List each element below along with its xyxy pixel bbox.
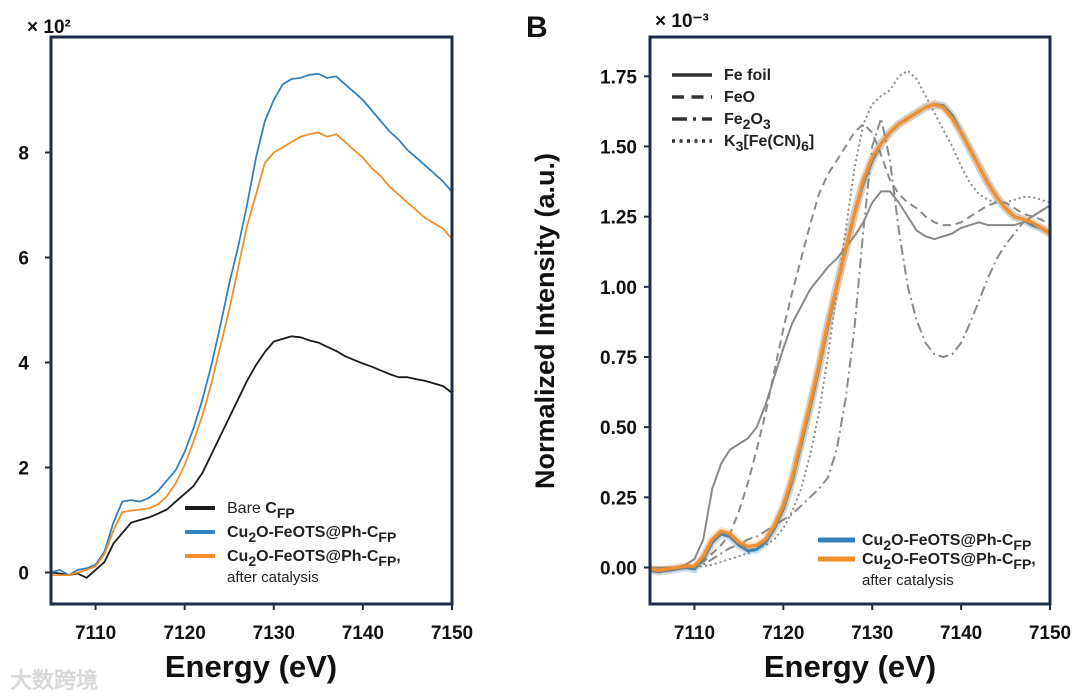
y-tick-label: 0.75 [600,348,637,369]
legend-label-part: Cu [227,548,248,565]
x-tick-label: 7110 [75,623,116,644]
legend-label-part: Cu [862,532,883,549]
legend-label-part: 2 [248,553,256,569]
legend-label-part: Cu [862,551,883,568]
y-tick-label: 4 [18,354,29,375]
legend-label: Cu2O-FeOTS@Ph-CFP, [227,548,401,569]
legend-label-part: O-FeOTS@Ph-C [891,532,1014,549]
legend-label-part: Fe [724,111,743,128]
panel-b-sample-legend: Cu2O-FeOTS@Ph-CFPCu2O-FeOTS@Ph-CFP,after… [818,532,1036,589]
series-line-fe2o3 [650,117,1050,569]
y-tick-label: 0.00 [600,559,637,580]
legend-label-part: 3 [736,138,744,154]
legend-label: Fe foil [724,67,771,84]
legend-label: FeO [724,89,755,106]
legend-label-part: FP [1013,556,1031,572]
legend-label-part: FP [1013,537,1031,553]
plot-frame [49,35,454,606]
y-tick-label: 1.00 [600,278,637,299]
legend-label-part: Fe foil [724,67,771,84]
legend-label-part: 2 [248,529,256,545]
legend-label-part: O-FeOTS@Ph-C [256,524,379,541]
x-tick-label: 7150 [1029,623,1071,644]
legend-label-part: 6 [801,138,809,154]
legend-label: Cu2O-FeOTS@Ph-CFP [227,524,396,545]
legend-label-part: O [750,111,762,128]
panel-b-y-multiplier: × 10⁻³ [655,11,709,32]
y-tick-label: 0.25 [600,488,637,509]
x-tick-label: 7120 [762,623,804,644]
x-tick-label: 7140 [940,623,982,644]
y-tick-label: 0 [18,564,29,585]
series-line-fe-foil [650,190,1050,569]
series-line-cu2o-feots-ph-cfp-after-catalysis [51,131,452,576]
panel-a-x-axis-title: Energy (eV) [165,649,337,684]
legend-label-part: 2 [883,556,891,572]
y-tick-label: 1.25 [600,208,637,229]
x-tick-label: 7140 [342,623,384,644]
y-tick-label: 8 [18,144,29,165]
y-tick-label: 1.50 [600,137,637,158]
y-tick-label: 0.50 [600,418,637,439]
x-tick-label: 7110 [674,623,715,644]
legend-label-part: Cu [227,524,248,541]
legend-label-part: FeO [724,89,755,106]
series-line-bare-cfp [51,335,452,579]
legend-label-part: O-FeOTS@Ph-C [891,551,1014,568]
legend-label-part: ] [809,133,814,150]
y-tick-label: 6 [18,249,29,270]
legend-label-part: K [724,133,736,150]
legend-label-part: FP [378,529,396,545]
legend-label-part: 2 [743,116,751,132]
legend-label-part: C [265,500,277,517]
x-tick-label: 7130 [851,623,893,644]
series-line-cu2o-feots-ph-cfp [51,72,452,576]
legend-label-part: FP [277,505,295,521]
series-line-k3-fe-cn-6- [650,69,1050,569]
x-tick-label: 7150 [431,623,473,644]
plot-frame [648,35,1052,606]
y-tick-label: 1.75 [600,67,637,88]
legend-label: Cu2O-FeOTS@Ph-CFP, [862,551,1036,572]
legend-label-line2: after catalysis [227,569,319,586]
legend-label-part: [Fe(CN) [743,133,801,150]
panel-b-chart: B × 10⁻³ Energy (eV) Normalized Intensit… [526,11,1071,684]
x-tick-label: 7120 [164,623,206,644]
panel-b-y-axis-title: Normalized Intensity (a.u.) [530,153,560,489]
legend-label-part: O-FeOTS@Ph-C [256,548,379,565]
panel-a-chart: × 10² Energy (eV) 7110 7120 7130 7140 7150 0 2… [18,17,473,684]
watermark-logo: 大数跨境 [10,668,98,694]
legend-label-part: 3 [763,116,771,132]
series-line-cu2o-feots-ph-cfp-after-catalysis [650,102,1050,572]
panel-a-legend: Bare CFPCu2O-FeOTS@Ph-CFPCu2O-FeOTS@Ph-C… [185,500,401,586]
legend-label-part: Bare [227,500,265,517]
legend-label-line2: after catalysis [862,572,954,589]
panel-a-y-multiplier: × 10² [27,17,71,38]
legend-label: Bare CFP [227,500,295,521]
legend-label: Cu2O-FeOTS@Ph-CFP [862,532,1031,553]
legend-label-part: 2 [883,537,891,553]
legend-label-part: , [1031,551,1035,568]
series-line-feo [650,123,1050,569]
legend-label: Fe2O3 [724,111,771,132]
y-tick-label: 2 [18,459,29,480]
x-tick-label: 7130 [253,623,295,644]
legend-label: K3[Fe(CN)6] [724,133,814,154]
legend-label-part: FP [378,553,396,569]
panel-b-label: B [526,11,548,44]
panel-b-x-axis-title: Energy (eV) [764,649,936,684]
legend-label-part: , [396,548,400,565]
